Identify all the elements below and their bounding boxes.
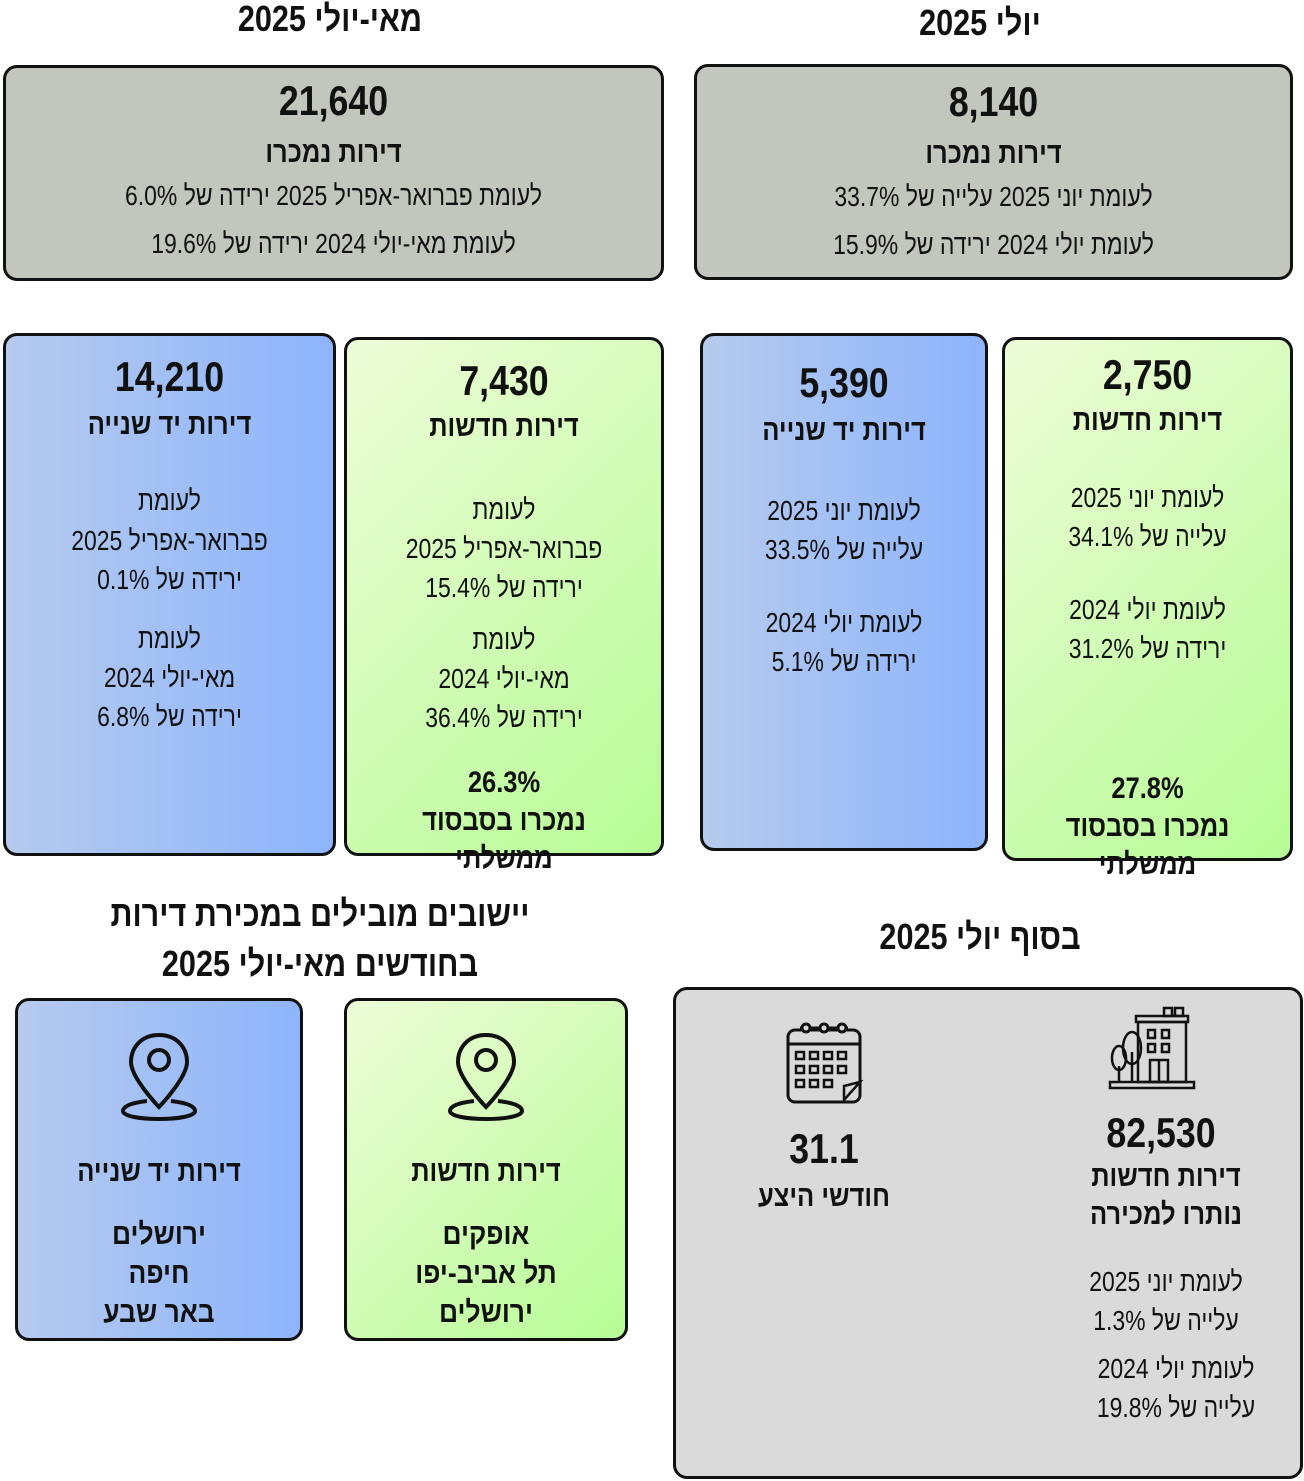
label: דירות חדשות [429,410,579,443]
july-total-card: 8,140 דירות נמכרו לעומת יוני 2025 עלייה … [694,64,1293,280]
may-july-total-card: 21,640 דירות נמכרו לעומת פברואר-אפריל 20… [3,65,664,281]
comparison-line: לעומת [138,485,201,516]
comparison-line: עלייה של 34.1% [1068,521,1227,552]
comparison-line: לעומת [472,494,536,525]
july-title: יולי 2025 [919,2,1041,43]
city: תל אביב-יפו [415,1257,557,1290]
total-label: דירות נמכרו [265,136,402,169]
map-pin-icon [18,1031,300,1121]
city: ירושלים [439,1296,533,1329]
july-new-card: 2,750 דירות חדשות לעומת יוני 2025 עלייה … [1002,337,1293,881]
city: חיפה [128,1257,190,1290]
comparison-line: עלייה של 33.5% [764,534,924,565]
months-supply-label: חודשי היצע [758,1180,890,1213]
comparison-line: ירידה של 31.2% [1068,633,1227,664]
building-icon [1108,1004,1198,1094]
end-july-card: 31.1 חודשי היצע 82,530 דירות חדשות נותרו… [673,987,1303,1479]
subsidy-percent: 27.8% [1111,772,1184,805]
label: דירות חדשות [411,1155,561,1188]
may-july-title: מאי-יולי 2025 [237,0,423,39]
july-second-hand-card: 5,390 דירות יד שנייה לעומת יוני 2025 עלי… [700,333,988,851]
leading-cities-title-line2: בחודשים מאי-יולי 2025 [161,943,479,984]
value: 14,210 [114,353,225,400]
comparison-line: פברואר-אפריל 2025 [405,533,603,564]
comparison-line: פברואר-אפריל 2025 [71,525,268,556]
comparison-line: ירידה של 36.4% [425,702,583,733]
comparison-line: ירידה של 15.4% [425,572,583,603]
label: דירות יד שנייה [77,1155,241,1188]
subsidy-percent: 26.3% [467,766,541,799]
comparison-line: לעומת מאי-יולי 2024 ירידה של 19.6% [151,228,516,259]
inventory-value: 82,530 [1106,1109,1216,1156]
comparison-line: לעומת יולי 2024 [1097,1353,1255,1384]
comparison-line: לעומת יוני 2025 [767,495,921,526]
label: דירות יד שנייה [762,414,926,447]
inventory-label: דירות חדשות [1091,1160,1241,1193]
comparison-line: לעומת יוני 2025 עלייה של 33.7% [834,181,1153,212]
comparison-line: לעומת [472,624,536,655]
comparison-line: לעומת יולי 2024 [1069,594,1226,625]
map-pin-icon [347,1031,625,1121]
comparison-line: ירידה של 0.1% [97,564,242,595]
total-value: 21,640 [278,77,389,124]
comparison-line: עלייה של 19.8% [1096,1392,1256,1423]
comparison-line: מאי-יולי 2024 [103,662,236,693]
comparison-line: ירידה של 5.1% [771,646,917,677]
total-label: דירות נמכרו [925,137,1062,170]
inventory-label: נותרו למכירה [1089,1198,1243,1231]
leading-second-hand-card: דירות יד שנייה ירושלים חיפה באר שבע [15,998,303,1341]
comparison-line: לעומת יוני 2025 [1089,1266,1243,1297]
may-july-new-card: 7,430 דירות חדשות לעומת פברואר-אפריל 202… [344,337,664,875]
total-value: 8,140 [948,78,1039,125]
comparison-line: עלייה של 1.3% [1093,1305,1239,1336]
comparison-line: לעומת פברואר-אפריל 2025 ירידה של 6.0% [124,180,543,211]
leading-cities-title-line1: יישובים מובילים במכירת דירות [110,893,530,934]
may-july-second-hand-card: 14,210 דירות יד שנייה לעומת פברואר-אפריל… [3,333,336,856]
value: 5,390 [799,359,889,406]
months-supply-value: 31.1 [789,1125,859,1172]
comparison-line: לעומת יוני 2025 [1070,482,1225,513]
subsidy-label: נמכרו בסבסוד ממשלתי [422,804,586,875]
label: דירות חדשות [1072,404,1223,437]
end-july-title: בסוף יולי 2025 [879,916,1081,957]
calendar-icon [784,1020,864,1106]
label: דירות יד שנייה [87,408,252,441]
comparison-line: מאי-יולי 2024 [438,663,570,694]
comparison-line: לעומת יולי 2024 ירידה של 15.9% [833,229,1154,260]
comparison-line: לעומת [138,623,201,654]
city: אופקים [442,1218,530,1251]
comparison-line: לעומת יולי 2024 [765,607,923,638]
value: 2,750 [1102,351,1193,398]
leading-new-card: דירות חדשות אופקים תל אביב-יפו ירושלים [344,998,628,1341]
value: 7,430 [459,357,549,404]
subsidy-label: נמכרו בסבסוד ממשלתי [1065,810,1230,881]
city: ירושלים [112,1218,206,1251]
city: באר שבע [103,1296,215,1329]
comparison-line: ירידה של 6.8% [97,701,242,732]
